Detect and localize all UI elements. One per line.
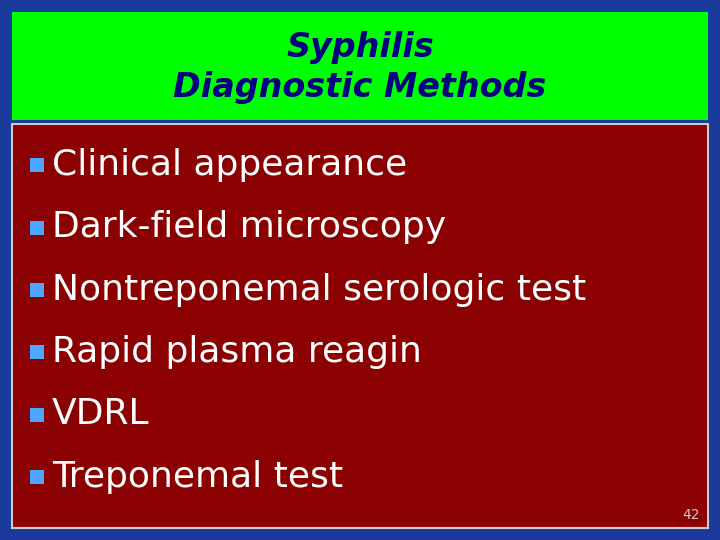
Bar (30, 470, 44, 484)
Bar (30, 408, 44, 422)
Bar (30, 345, 44, 359)
FancyBboxPatch shape (12, 124, 708, 528)
Text: Treponemal test: Treponemal test (52, 460, 343, 494)
Text: Nontreponemal serologic test: Nontreponemal serologic test (52, 273, 586, 307)
Text: Syphilis: Syphilis (286, 31, 434, 64)
Bar (12, 12, 708, 120)
Text: VDRL: VDRL (52, 397, 150, 431)
Text: Clinical appearance: Clinical appearance (52, 148, 407, 182)
Bar (30, 158, 44, 172)
Text: Diagnostic Methods: Diagnostic Methods (174, 71, 546, 104)
Text: Rapid plasma reagin: Rapid plasma reagin (52, 335, 422, 369)
Bar (30, 220, 44, 234)
Text: Dark-field microscopy: Dark-field microscopy (52, 211, 446, 245)
Bar (30, 283, 44, 297)
Text: 42: 42 (683, 508, 700, 522)
